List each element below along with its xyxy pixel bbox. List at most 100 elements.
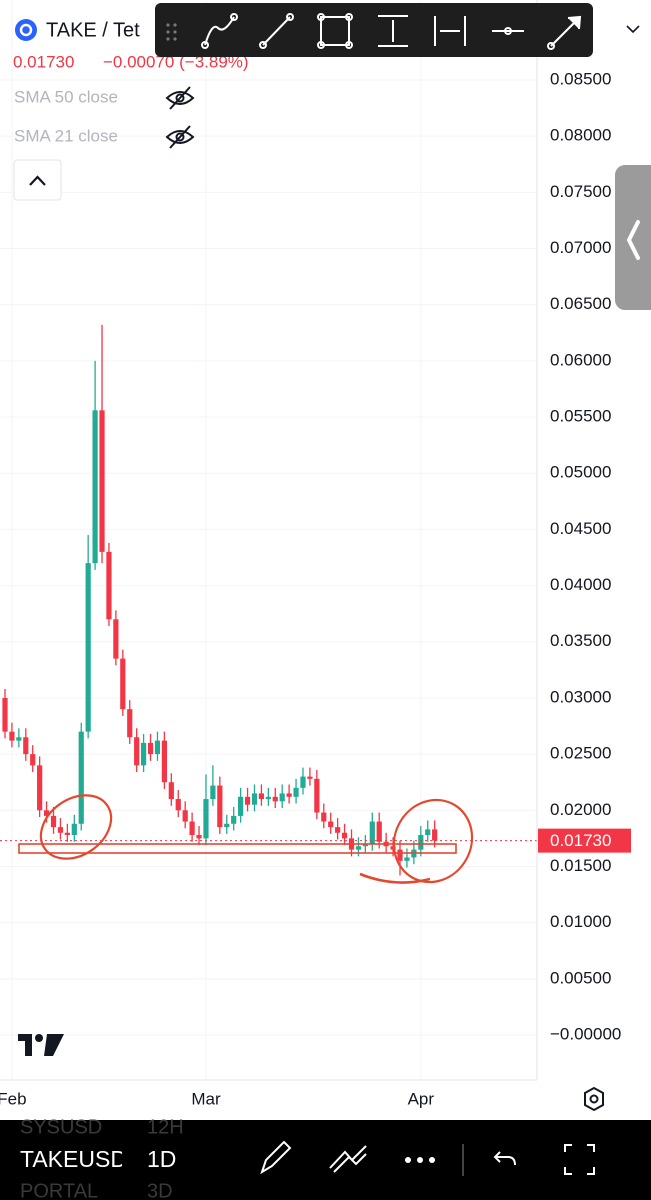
candle-body xyxy=(217,785,223,828)
more-icon[interactable] xyxy=(405,1157,435,1163)
price-range-tool[interactable] xyxy=(378,15,408,47)
candle-body xyxy=(2,697,8,732)
y-tick-label: 0.01000 xyxy=(550,912,611,931)
horizontal-ray-tool[interactable] xyxy=(492,27,524,35)
toolbar-icons xyxy=(201,13,582,50)
candle-body xyxy=(113,619,119,659)
candle-body xyxy=(224,823,230,828)
candle-body xyxy=(175,799,181,811)
y-tick-label: 0.04000 xyxy=(550,575,611,594)
bottom-bar xyxy=(0,1120,651,1200)
support-box xyxy=(18,843,457,854)
candles xyxy=(0,324,537,876)
candle-body xyxy=(418,835,424,850)
ghost-symbol: PORTAL xyxy=(20,1180,98,1200)
indicator-label[interactable]: SMA 50 close xyxy=(14,87,118,106)
settings-icon[interactable] xyxy=(584,1086,604,1112)
indicator-label[interactable]: SMA 21 close xyxy=(14,126,118,145)
candle-body xyxy=(64,832,70,836)
candle-body xyxy=(23,737,29,755)
y-tick-label: 0.07000 xyxy=(550,238,611,257)
candle-body xyxy=(189,821,195,836)
draw-icon[interactable] xyxy=(260,1140,292,1175)
candle-body xyxy=(127,709,133,738)
candle-body xyxy=(307,776,313,779)
interval-picker[interactable]: 1D xyxy=(147,1146,176,1172)
circle-annotation xyxy=(39,794,113,860)
trend-line-tool[interactable] xyxy=(259,13,294,49)
rectangle-tool[interactable] xyxy=(317,13,353,49)
candle-body xyxy=(231,815,237,824)
candle-body xyxy=(161,740,167,783)
y-tick-label: 0.05000 xyxy=(550,463,611,482)
y-tick-label: 0.05500 xyxy=(550,407,611,426)
x-tick-label: Feb xyxy=(0,1089,27,1108)
candle-body xyxy=(314,778,320,813)
x-tick-label: Mar xyxy=(191,1089,221,1108)
arrow-tool[interactable] xyxy=(547,15,582,50)
time-axis: Feb Mar Apr xyxy=(0,1089,434,1108)
dropdown-arrow[interactable] xyxy=(626,25,640,34)
ghost-interval: 3D xyxy=(147,1180,173,1200)
y-tick-label: 0.01500 xyxy=(550,856,611,875)
candle-body xyxy=(341,832,348,839)
candle-body xyxy=(37,765,43,811)
candle-body xyxy=(425,829,431,836)
candle-body xyxy=(210,785,216,800)
chevron-up xyxy=(29,175,46,186)
price-axis: 0.08500 0.08000 0.07500 0.07000 0.06500 0.060… xyxy=(538,69,631,1043)
candle-body xyxy=(238,796,244,816)
candle-body xyxy=(134,737,140,766)
fullscreen-icon[interactable] xyxy=(564,1144,595,1175)
hidden-eye-icon[interactable] xyxy=(165,125,195,149)
candle-body xyxy=(71,823,77,836)
candle-body xyxy=(16,737,22,741)
last-price: 0.01730 xyxy=(13,52,74,71)
candle-body xyxy=(300,776,306,788)
undo-icon[interactable] xyxy=(493,1151,516,1166)
date-range-tool[interactable] xyxy=(434,16,466,46)
annotations xyxy=(18,794,474,884)
collapse-button[interactable] xyxy=(13,159,62,201)
y-tick-label: 0.08500 xyxy=(550,69,611,88)
drag-handle[interactable] xyxy=(166,23,177,41)
candle-body xyxy=(43,810,50,816)
price-change: −0.00070 (−3.89%) xyxy=(103,52,249,71)
candle-body xyxy=(50,815,57,828)
symbol-logo xyxy=(19,23,33,37)
side-panel-tab[interactable] xyxy=(615,165,651,310)
hidden-eye-icon[interactable] xyxy=(165,86,195,110)
candle-body xyxy=(335,827,341,833)
y-tick-label: 0.03500 xyxy=(550,631,611,650)
candle-body xyxy=(78,731,84,824)
x-tick-label: Apr xyxy=(408,1089,435,1108)
candle-body xyxy=(147,742,154,755)
curve-annotation xyxy=(359,872,431,884)
candle-body xyxy=(168,782,174,800)
symbol-title[interactable]: TAKE / Tet xyxy=(46,19,140,41)
candle-body xyxy=(265,796,271,800)
candle-body xyxy=(397,849,403,861)
candle-body xyxy=(321,812,327,822)
candle-body xyxy=(154,740,161,755)
y-tick-label: −0.00000 xyxy=(550,1024,621,1043)
candle-body xyxy=(362,844,368,847)
candle-body xyxy=(196,835,202,839)
candle-body xyxy=(92,410,98,564)
candle-body xyxy=(30,754,36,766)
y-tick-label: 0.02000 xyxy=(550,800,611,819)
y-tick-label: 0.03000 xyxy=(550,687,611,706)
path-tool[interactable] xyxy=(201,13,238,49)
symbol-picker[interactable]: TAKEUSD xyxy=(20,1146,127,1172)
candle-body xyxy=(293,787,299,797)
indicators-icon[interactable] xyxy=(329,1145,367,1173)
candle-body xyxy=(355,846,362,850)
candle-body xyxy=(376,821,382,842)
y-tick-label: 0.08000 xyxy=(550,126,611,145)
ghost-symbol: SYSUSD xyxy=(20,1116,102,1138)
y-tick-label: 0.06000 xyxy=(550,350,611,369)
candle-body xyxy=(251,793,258,805)
candle-body xyxy=(203,799,209,839)
candle-body xyxy=(369,821,375,844)
